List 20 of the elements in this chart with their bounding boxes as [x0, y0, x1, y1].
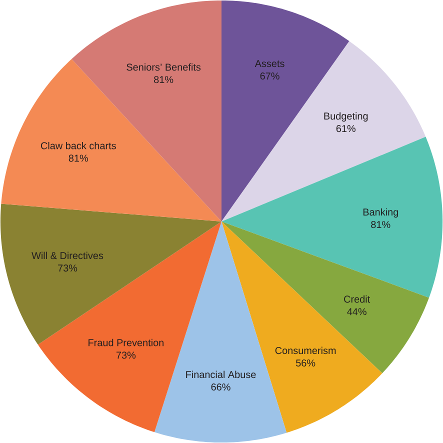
slice-label: Consumerism — [275, 346, 336, 354]
slice-label: Fraud Prevention — [88, 338, 164, 346]
data-label: 56% — [296, 359, 316, 367]
data-label: 81% — [68, 154, 88, 162]
data-label: 61% — [336, 125, 356, 132]
data-label: 66% — [211, 383, 230, 391]
slice-label: Claw back charts — [40, 142, 116, 150]
slice-label: Seniors’ Benefits — [126, 63, 201, 71]
data-label: 67% — [260, 72, 280, 80]
data-label: 73% — [58, 264, 78, 272]
slice-label: Will & Directives — [32, 252, 104, 260]
slice-label: Financial Abuse — [186, 370, 256, 378]
slice-label: Credit — [344, 295, 370, 303]
slice-label: Budgeting — [324, 112, 368, 122]
data-label: 81% — [371, 221, 390, 228]
data-label: 81% — [154, 76, 174, 84]
slice-label: Banking — [363, 208, 398, 218]
data-label: 73% — [116, 352, 136, 359]
slice-label: Assets — [254, 60, 284, 68]
data-label: 44% — [347, 308, 366, 316]
